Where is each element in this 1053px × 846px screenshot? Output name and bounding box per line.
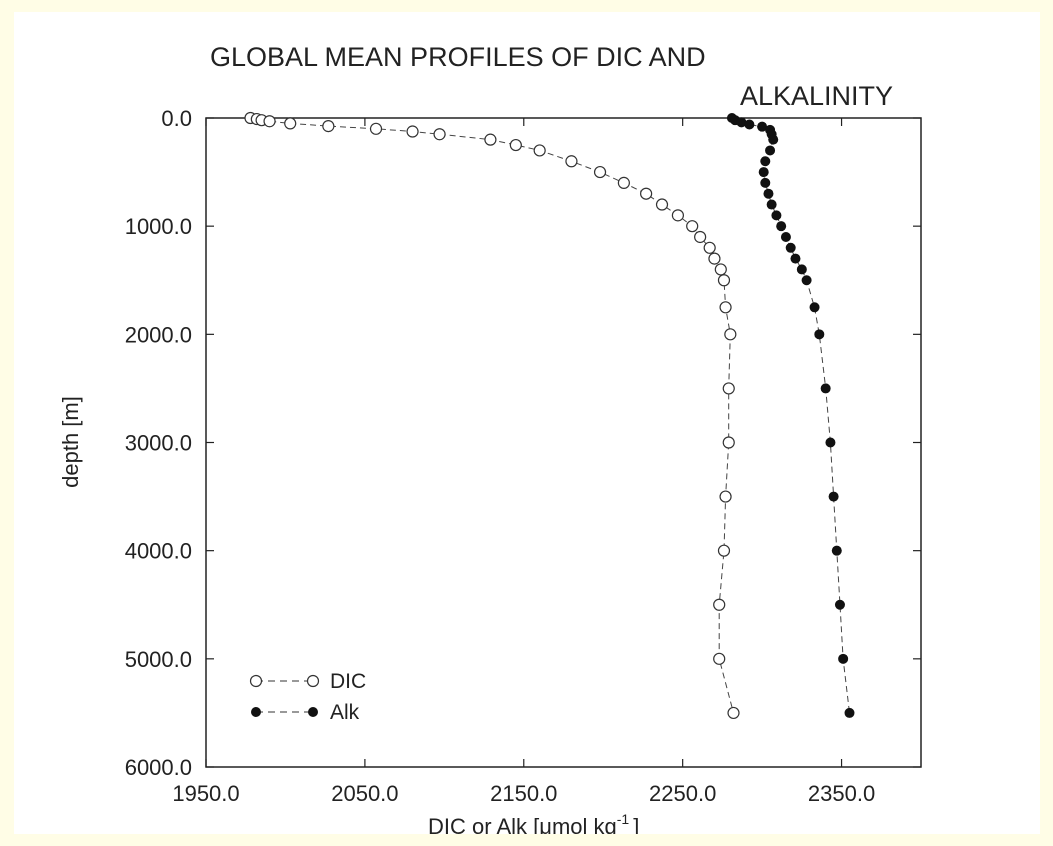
plot-area bbox=[205, 117, 922, 768]
data-point-dic bbox=[433, 128, 446, 141]
y-axis: 0.0 1000.0 2000.0 3000.0 4000.0 5000.0 6000.0 bbox=[125, 106, 921, 780]
data-point-alk bbox=[831, 545, 842, 556]
x-axis-label-exponent: -1 bbox=[617, 811, 630, 827]
legend-marker-alk-end bbox=[308, 707, 318, 717]
data-point-dic bbox=[717, 274, 731, 287]
data-point-alk bbox=[758, 167, 769, 178]
data-point-dic bbox=[713, 652, 726, 665]
legend-label-alk: Alk bbox=[330, 701, 360, 724]
x-tick-label: 2150.0 bbox=[490, 781, 557, 806]
data-point-alk bbox=[828, 491, 839, 502]
x-axis-label-unit: mol kg bbox=[552, 814, 617, 834]
data-point-alk bbox=[796, 264, 807, 275]
legend-marker-dic bbox=[249, 674, 263, 688]
series-line-alk bbox=[731, 117, 850, 713]
data-point-alk bbox=[744, 119, 755, 130]
data-point-dic bbox=[640, 187, 653, 200]
data-point-alk bbox=[809, 302, 820, 313]
x-tick-label: 2250.0 bbox=[649, 781, 716, 806]
depth-profile-chart: GLOBAL MEAN PROFILES OF DIC AND ALKALINI… bbox=[58, 42, 922, 834]
x-axis-label-main: DIC or Alk [ bbox=[428, 814, 539, 834]
data-point-alk bbox=[766, 199, 777, 210]
y-axis-label: depth [m] bbox=[58, 396, 83, 488]
data-point-dic bbox=[593, 165, 607, 179]
data-point-alk bbox=[834, 599, 845, 610]
data-point-alk bbox=[768, 134, 779, 145]
chart-title-line1: GLOBAL MEAN PROFILES OF DIC AND bbox=[210, 42, 706, 72]
data-point-alk bbox=[825, 437, 836, 448]
legend-label-dic: DIC bbox=[330, 670, 366, 693]
series-layer bbox=[244, 111, 855, 720]
data-point-alk bbox=[757, 121, 768, 132]
x-axis-label-mu: μ bbox=[539, 814, 552, 834]
data-point-dic bbox=[686, 220, 699, 233]
y-tick-label: 1000.0 bbox=[125, 214, 192, 239]
legend-marker-dic-end bbox=[306, 674, 320, 688]
data-point-alk bbox=[814, 329, 825, 340]
y-tick-label: 5000.0 bbox=[125, 647, 192, 672]
data-point-dic bbox=[703, 241, 716, 254]
data-point-dic bbox=[369, 122, 383, 135]
data-point-alk bbox=[838, 653, 849, 664]
y-tick-label: 3000.0 bbox=[125, 431, 192, 456]
legend: DIC Alk bbox=[249, 670, 366, 724]
data-point-dic bbox=[714, 263, 727, 276]
x-tick-label: 2350.0 bbox=[808, 781, 875, 806]
data-point-dic bbox=[719, 490, 732, 503]
y-tick-label: 2000.0 bbox=[125, 322, 192, 347]
data-point-alk bbox=[785, 242, 796, 253]
data-point-alk bbox=[801, 275, 812, 286]
data-point-alk bbox=[765, 145, 776, 156]
data-point-dic bbox=[484, 133, 497, 146]
data-point-dic bbox=[722, 382, 735, 395]
data-point-dic bbox=[722, 436, 735, 449]
data-point-dic bbox=[724, 328, 737, 341]
y-tick-label: 6000.0 bbox=[125, 755, 192, 780]
data-point-alk bbox=[780, 231, 791, 242]
data-point-dic bbox=[694, 230, 707, 244]
data-point-dic bbox=[406, 125, 419, 138]
data-point-alk bbox=[844, 707, 855, 718]
data-point-alk bbox=[771, 210, 782, 221]
data-point-dic bbox=[284, 117, 297, 130]
x-axis-label: DIC or Alk [μmol kg-1] bbox=[428, 811, 639, 834]
series-alk bbox=[726, 113, 855, 718]
legend-entry-dic: DIC bbox=[249, 670, 366, 693]
data-point-dic bbox=[717, 544, 731, 557]
data-point-dic bbox=[708, 252, 721, 265]
data-point-alk bbox=[776, 221, 787, 232]
legend-entry-alk: Alk bbox=[251, 701, 360, 724]
data-point-alk bbox=[820, 383, 831, 394]
x-axis: 1950.0 2050.0 2150.0 2250.0 2350.0 bbox=[172, 118, 875, 806]
chart-title-line2: ALKALINITY bbox=[740, 81, 893, 111]
series-dic bbox=[244, 111, 740, 720]
data-point-dic bbox=[719, 301, 732, 314]
x-tick-label: 1950.0 bbox=[172, 781, 239, 806]
data-point-alk bbox=[763, 188, 774, 199]
data-point-dic bbox=[322, 120, 335, 133]
data-point-dic bbox=[617, 176, 630, 189]
data-point-dic bbox=[713, 598, 726, 611]
data-point-dic bbox=[655, 198, 669, 211]
x-tick-label: 2050.0 bbox=[331, 781, 398, 806]
y-tick-label: 4000.0 bbox=[125, 539, 192, 564]
data-point-dic bbox=[263, 115, 276, 128]
data-point-alk bbox=[760, 156, 771, 167]
x-axis-label-close: ] bbox=[633, 814, 639, 834]
data-point-dic bbox=[565, 155, 578, 168]
figure-frame: GLOBAL MEAN PROFILES OF DIC AND ALKALINI… bbox=[14, 12, 1040, 834]
y-tick-label: 0.0 bbox=[161, 106, 192, 131]
data-point-alk bbox=[760, 177, 771, 188]
data-point-alk bbox=[736, 117, 747, 128]
data-point-alk bbox=[790, 253, 801, 264]
legend-marker-alk bbox=[251, 707, 261, 717]
data-point-dic bbox=[533, 144, 546, 157]
data-point-dic bbox=[671, 209, 685, 222]
data-point-dic bbox=[509, 138, 522, 152]
data-point-dic bbox=[727, 706, 740, 720]
